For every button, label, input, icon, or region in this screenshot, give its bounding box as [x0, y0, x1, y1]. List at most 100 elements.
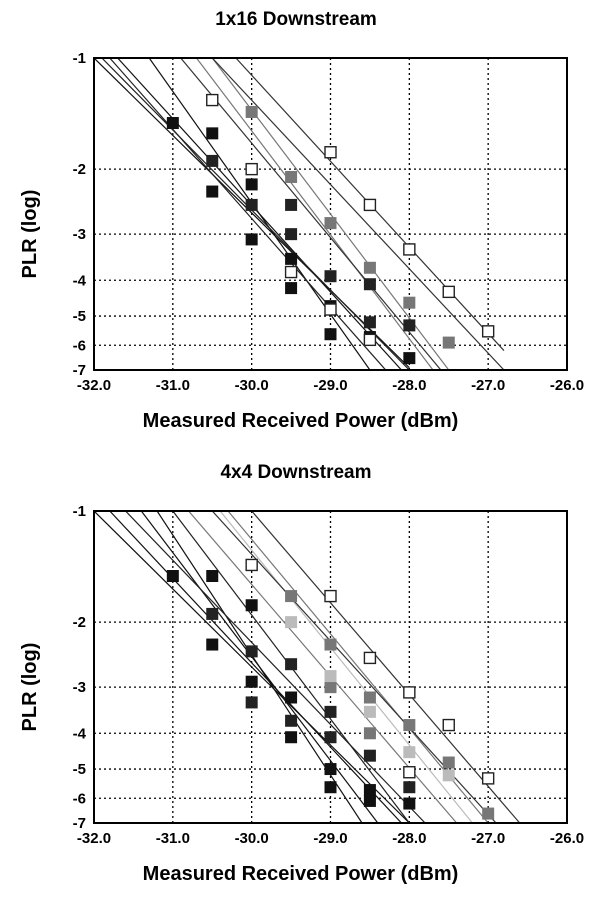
data-point — [363, 333, 377, 347]
y-tick-label: -6 — [73, 337, 86, 354]
data-point — [206, 127, 219, 140]
y-tick-label: -7 — [73, 815, 86, 832]
data-point — [324, 303, 337, 316]
x-tick-label: -29.0 — [313, 377, 347, 394]
y-tick-label: -1 — [73, 503, 86, 520]
data-point — [442, 285, 455, 299]
data-point — [324, 705, 337, 718]
data-point — [363, 749, 376, 762]
x-tick-label: -32.0 — [77, 830, 111, 847]
plot-frame — [93, 57, 568, 371]
data-point — [245, 178, 258, 191]
data-point — [363, 691, 376, 704]
x-tick-label: -27.0 — [471, 377, 505, 394]
data-point — [285, 282, 298, 295]
data-point — [403, 296, 416, 309]
y-tick-label: -7 — [73, 362, 86, 379]
data-point — [285, 658, 298, 671]
data-point — [403, 797, 416, 810]
data-point — [245, 675, 258, 688]
data-point — [206, 638, 219, 651]
y-tick-label: -6 — [73, 790, 86, 807]
fit-line — [251, 511, 521, 823]
y-axis-label: PLR (log) — [19, 643, 41, 732]
data-point — [245, 645, 258, 658]
chart-svg: 4x4 Downstream -32.0 -31.0 -30.0 -29.0 -28.0 -… — [19, 462, 584, 885]
data-point — [284, 265, 298, 279]
x-tick-label: -28.0 — [392, 377, 426, 394]
fit-line — [109, 511, 402, 823]
fit-line — [148, 58, 371, 370]
data-point — [285, 590, 298, 603]
chart-4x4-downstream: 4x4 Downstream -32.0 -31.0 -30.0 -29.0 -28.0 -… — [0, 453, 593, 906]
data-point — [245, 599, 258, 612]
data-point — [403, 319, 416, 332]
plot-frame — [93, 510, 568, 824]
data-point — [206, 570, 219, 583]
x-tick-label: -29.0 — [313, 830, 347, 847]
data-point — [245, 198, 258, 211]
data-point — [324, 270, 337, 283]
data-point — [245, 233, 258, 246]
y-tick-label: -5 — [73, 308, 86, 325]
y-tick-label: -4 — [73, 725, 87, 742]
x-tick-label: -28.0 — [392, 830, 426, 847]
x-axis-label: Measured Received Power (dBm) — [143, 410, 459, 432]
data-point — [324, 763, 337, 776]
data-points — [166, 558, 495, 820]
fit-line — [196, 58, 434, 370]
data-point — [442, 769, 455, 782]
data-point — [363, 261, 376, 274]
x-axis-label: Measured Received Power (dBm) — [143, 863, 459, 885]
data-point — [442, 718, 455, 732]
chart-svg: 1x16 Downstream -32.0 -31.0 -30.0 -29.0 -28.0… — [19, 9, 584, 432]
data-point — [245, 696, 258, 709]
chart-title: 4x4 Downstream — [220, 462, 371, 483]
data-point — [363, 794, 376, 807]
data-point — [363, 705, 376, 718]
data-point — [482, 807, 495, 820]
data-points — [166, 93, 495, 365]
fit-line — [219, 511, 473, 823]
x-tick-label: -31.0 — [156, 377, 190, 394]
data-point — [324, 681, 337, 694]
data-point — [403, 243, 416, 256]
data-point — [285, 691, 298, 704]
data-point — [285, 714, 298, 727]
x-tick-label: -30.0 — [235, 377, 269, 394]
data-point — [285, 616, 298, 629]
data-point — [403, 746, 416, 759]
fit-line — [101, 58, 410, 370]
data-point — [363, 198, 377, 212]
x-tick-label: -31.0 — [156, 830, 190, 847]
data-point — [166, 570, 179, 583]
data-point — [206, 154, 219, 167]
data-point — [481, 325, 495, 338]
data-point — [324, 146, 337, 159]
data-point — [206, 93, 219, 107]
chart-title: 1x16 Downstream — [215, 9, 377, 30]
fit-line — [211, 58, 505, 370]
y-tick-label: -5 — [73, 761, 86, 778]
data-point — [166, 117, 179, 130]
data-point — [324, 589, 337, 603]
fit-line — [109, 58, 387, 370]
data-point — [245, 105, 258, 118]
data-point — [285, 228, 298, 241]
data-point — [481, 772, 495, 785]
x-tick-label: -26.0 — [550, 377, 584, 394]
data-point — [363, 651, 377, 665]
x-tick-label: -30.0 — [235, 830, 269, 847]
y-axis-label: PLR (log) — [19, 190, 41, 279]
x-tick-label: -32.0 — [77, 377, 111, 394]
data-point — [324, 328, 337, 341]
data-point — [324, 781, 337, 794]
data-point — [245, 558, 258, 572]
chart-1x16-downstream: 1x16 Downstream -32.0 -31.0 -30.0 -29.0 -28.0… — [19, 9, 584, 432]
data-point — [363, 278, 376, 291]
data-point — [363, 727, 376, 740]
data-point — [285, 731, 298, 744]
data-point — [403, 781, 416, 794]
data-point — [285, 198, 298, 211]
fit-line — [94, 511, 410, 823]
